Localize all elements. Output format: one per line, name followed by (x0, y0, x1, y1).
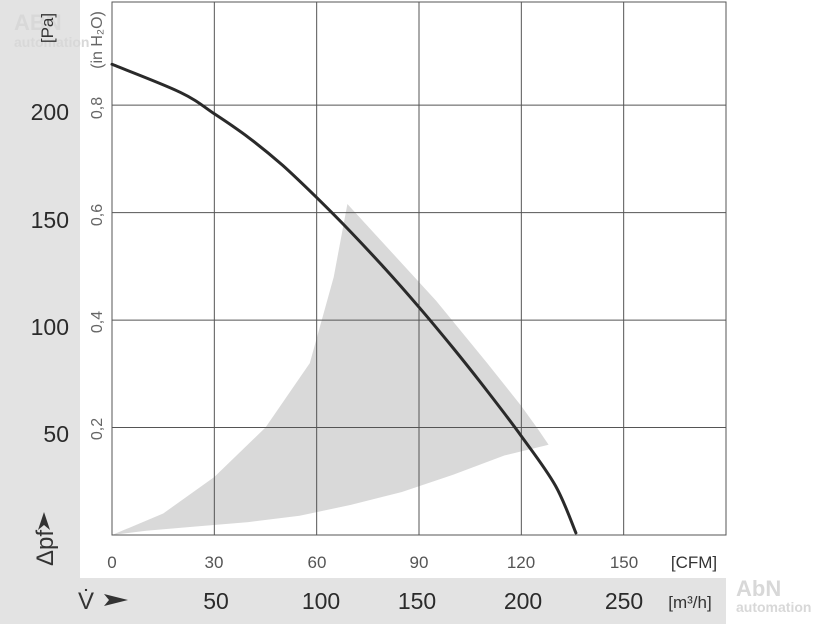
x-tick-m3h: 150 (398, 588, 436, 614)
watermark-bottom-line1: AbN (736, 576, 781, 601)
grid (111, 1, 727, 536)
x-tick-cfm: 90 (410, 553, 429, 572)
x-tick-cfm: 150 (610, 553, 638, 572)
y-axis-symbol: Δpf (32, 512, 59, 566)
y-axis-inh2o-ticks: 0,2 0,4 0,6 0,8 (89, 97, 106, 440)
x-axis-m3h-unit: [m³/h] (668, 593, 711, 612)
x-tick-cfm: 0 (107, 553, 116, 572)
y-tick-pa: 50 (43, 421, 69, 447)
y-axis-inh2o-unit: (in H₂O) (89, 11, 106, 69)
x-axis-cfm-unit: [CFM] (671, 553, 717, 572)
watermark-bottom-line2: automation (736, 599, 811, 615)
x-tick-cfm: 30 (205, 553, 224, 572)
operating-range-area (112, 204, 549, 535)
y-tick-pa: 200 (31, 99, 69, 125)
plot-frame (111, 1, 727, 536)
watermark-bottom: AbN automation (736, 576, 811, 615)
x-axis-arrow-icon (104, 594, 128, 606)
x-tick-m3h: 250 (605, 588, 643, 614)
y-tick-inh2o: 0,2 (89, 418, 106, 440)
watermark-top-line1: ABN (14, 10, 62, 35)
x-tick-m3h: 100 (302, 588, 340, 614)
y-tick-inh2o: 0,8 (89, 97, 106, 119)
y-tick-pa: 150 (31, 207, 69, 233)
x-axis-cfm-ticks: 0 30 60 90 120 150 (107, 553, 638, 572)
left-band (0, 0, 80, 624)
y-tick-inh2o: 0,6 (89, 204, 106, 226)
y-axis-pa-ticks: 50 100 150 200 (31, 99, 69, 447)
x-axis-symbol: V̇ (78, 587, 128, 615)
y-axis-pa-unit: [Pa] (38, 13, 57, 43)
x-axis-m3h-ticks: 50 100 150 200 250 (203, 588, 643, 614)
x-tick-m3h: 50 (203, 588, 229, 614)
x-tick-cfm: 60 (308, 553, 327, 572)
y-tick-inh2o: 0,4 (89, 311, 106, 333)
watermark-top: ABN automation (14, 10, 89, 50)
y-tick-pa: 100 (31, 314, 69, 340)
y-axis-arrow-icon (38, 512, 50, 530)
fan-curve-line (110, 62, 578, 535)
watermark-top-line2: automation (14, 34, 89, 50)
x-tick-cfm: 120 (507, 553, 535, 572)
y-axis-symbol-text: Δpf (32, 530, 59, 566)
x-axis-symbol-text: V̇ (78, 587, 94, 615)
x-tick-m3h: 200 (504, 588, 542, 614)
